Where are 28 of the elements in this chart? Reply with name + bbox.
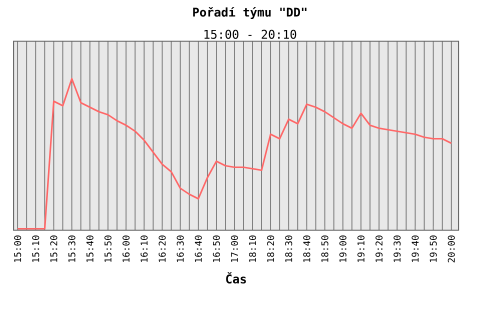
x-tick-label: 19:20 [376,236,383,262]
x-tick-label: 15:00 [14,236,22,262]
x-tick-label: 16:00 [122,236,130,262]
x-tick-label: 16:20 [158,236,166,262]
x-tick-label: 16:40 [194,236,202,262]
x-tick-label: 15:20 [50,236,58,262]
x-tick-label: 20:00 [448,236,455,262]
x-tick-label: 16:30 [176,236,184,262]
x-tick-label: 18:50 [321,236,328,262]
chart-title: Pořadí týmu "DD" [193,6,306,20]
x-tick-label: 18:20 [267,236,274,262]
x-tick-label: 18:30 [285,236,292,262]
x-axis-title: Čas [226,272,246,284]
x-tick-label: 16:50 [212,236,220,262]
x-tick-label: 16:10 [140,236,148,262]
x-tick-label: 19:10 [357,236,364,262]
x-tick-label: 18:40 [303,236,310,262]
x-tick-label: 15:40 [86,236,94,262]
x-tick-label: 19:50 [430,236,437,262]
x-tick-label: 19:40 [412,236,419,262]
x-tick-label: 17:00 [230,236,238,262]
x-tick-label: 15:30 [68,236,76,262]
x-tick-label: 19:30 [394,236,401,262]
chart-subtitle: 15:00 - 20:10 [204,30,296,39]
x-tick-label: 15:50 [104,236,112,262]
x-tick-label: 15:10 [32,236,40,262]
x-tick-label: 19:00 [339,236,346,262]
x-tick-label: 18:10 [249,236,256,262]
